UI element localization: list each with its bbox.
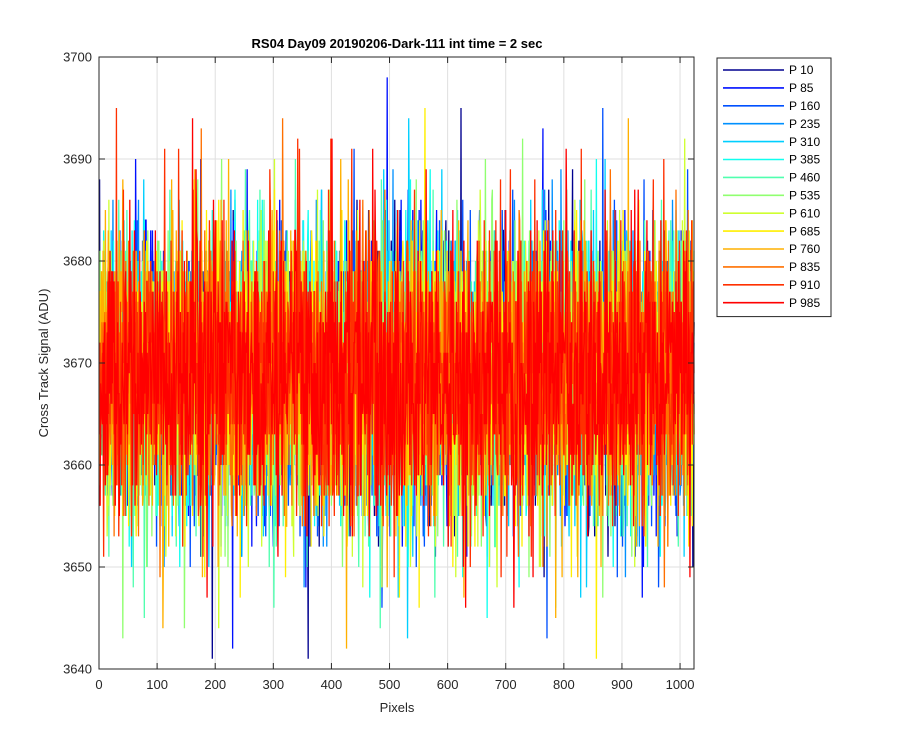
legend-label-p-610: P 610 bbox=[789, 206, 820, 220]
legend-label-p-460: P 460 bbox=[789, 171, 820, 185]
legend-label-p-85: P 85 bbox=[789, 81, 814, 95]
y-tick-label: 3640 bbox=[63, 662, 92, 677]
legend-label-p-535: P 535 bbox=[789, 189, 820, 203]
legend-box bbox=[716, 57, 832, 318]
y-tick-label: 3690 bbox=[63, 152, 92, 167]
legend-label-p-235: P 235 bbox=[789, 117, 820, 131]
x-tick-label: 500 bbox=[379, 677, 401, 692]
legend-label-p-310: P 310 bbox=[789, 135, 820, 149]
legend-label-p-985: P 985 bbox=[789, 296, 820, 310]
axes-layer: 0 100 200 300 400 500 600 700 800 900 1000 3640 3650… bbox=[63, 50, 694, 693]
legend-label-p-385: P 385 bbox=[789, 153, 820, 167]
x-axis-label: Pixels bbox=[380, 700, 415, 715]
y-tick-label: 3700 bbox=[63, 50, 92, 65]
y-tick-label: 3670 bbox=[63, 356, 92, 371]
x-tick-label: 1000 bbox=[666, 677, 695, 692]
legend: P 10 P 85 P 160 P 235 P 310 P 385 P 460 P 535 P … bbox=[716, 57, 832, 318]
legend-label-p-160: P 160 bbox=[789, 99, 820, 113]
x-tick-label: 100 bbox=[146, 677, 168, 692]
legend-label-p-760: P 760 bbox=[789, 242, 820, 256]
x-tick-label: 200 bbox=[204, 677, 226, 692]
y-tick-label: 3680 bbox=[63, 254, 92, 269]
x-tick-label: 300 bbox=[262, 677, 284, 692]
x-tick-label: 900 bbox=[611, 677, 633, 692]
legend-label-p-835: P 835 bbox=[789, 260, 820, 274]
legend-label-p-10: P 10 bbox=[789, 63, 814, 77]
series-layer bbox=[98, 77, 695, 659]
x-tick-label: 600 bbox=[437, 677, 459, 692]
chart-title: RS04 Day09 20190206-Dark-111 int time = … bbox=[252, 36, 543, 51]
x-tick-label: 400 bbox=[321, 677, 343, 692]
y-axis-label: Cross Track Signal (ADU) bbox=[36, 289, 51, 438]
x-tick-label: 800 bbox=[553, 677, 575, 692]
y-tick-label: 3660 bbox=[63, 458, 92, 473]
x-tick-label: 700 bbox=[495, 677, 517, 692]
legend-label-p-910: P 910 bbox=[789, 278, 820, 292]
x-tick-label: 0 bbox=[95, 677, 102, 692]
series-line-p-985 bbox=[98, 118, 695, 608]
legend-label-p-685: P 685 bbox=[789, 224, 820, 238]
y-tick-label: 3650 bbox=[63, 560, 92, 575]
